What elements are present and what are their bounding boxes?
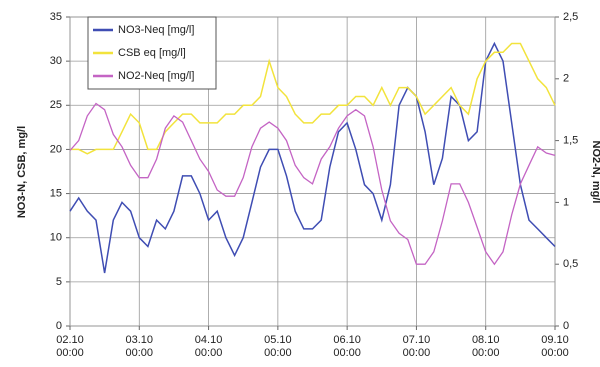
legend-label: CSB eq [mg/l] xyxy=(118,47,186,59)
x-tick-label: 07.10 00:00 xyxy=(402,334,431,359)
series-line xyxy=(69,41,556,274)
y2-tick-label: 0 xyxy=(563,320,569,332)
x-tick-label: 06.10 00:00 xyxy=(333,334,361,359)
y2-tick-label: 0,5 xyxy=(563,258,578,270)
y2-tick-label: 2 xyxy=(563,73,569,85)
y-tick-label: 20 xyxy=(50,143,62,155)
y-tick-label: 15 xyxy=(50,187,62,199)
y-tick-label: 35 xyxy=(50,11,62,23)
series-line xyxy=(69,102,556,266)
x-tick-label: 03.10 00:00 xyxy=(125,334,154,359)
y-tick-label: 10 xyxy=(50,232,62,244)
y2-tick-label: 1 xyxy=(563,196,569,208)
series-line xyxy=(70,42,556,155)
y-axis-label: NO3-N, CSB, mg/l xyxy=(16,126,28,218)
y-tick-label: 5 xyxy=(56,276,62,288)
y2-axis-label: NO2-N, mg/l xyxy=(590,141,600,204)
y-tick-label: 25 xyxy=(50,99,62,111)
y2-tick-label: 1,5 xyxy=(563,135,578,147)
legend-label: NO2-Neq [mg/l] xyxy=(118,70,194,82)
legend-label: NO3-Neq [mg/l] xyxy=(118,24,194,36)
x-tick-label: 08.10 00:00 xyxy=(471,334,500,359)
x-tick-label: 04.10 00:00 xyxy=(194,334,223,359)
x-tick-label: 09.10 00:00 xyxy=(541,334,569,359)
x-tick-label: 05.10 00:00 xyxy=(264,334,292,359)
y-tick-label: 0 xyxy=(56,320,62,332)
y-tick-label: 30 xyxy=(50,55,62,67)
x-tick-label: 02.10 00:00 xyxy=(56,334,84,359)
y2-tick-label: 2,5 xyxy=(563,11,578,23)
